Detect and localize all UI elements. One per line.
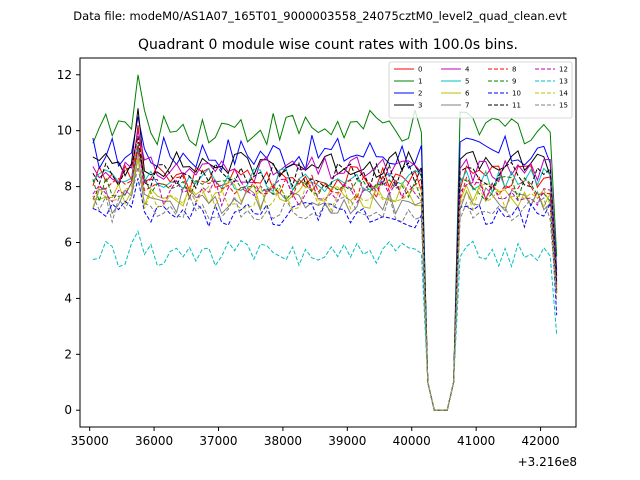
x-tick-label: 37000 <box>199 434 237 448</box>
legend-label-8: 8 <box>512 66 516 74</box>
series-line-8 <box>92 141 558 411</box>
y-tick-label: 8 <box>64 180 72 194</box>
legend-label-7: 7 <box>465 102 469 110</box>
legend-label-9: 9 <box>512 78 516 86</box>
series-layer <box>92 74 558 411</box>
series-line-10 <box>92 178 558 411</box>
series-line-1 <box>92 74 558 411</box>
x-tick-label: 38000 <box>264 434 302 448</box>
legend-box <box>388 61 573 119</box>
legend-label-0: 0 <box>418 66 422 74</box>
plot-area <box>79 57 577 428</box>
legend-label-5: 5 <box>465 78 469 86</box>
legend-label-12: 12 <box>559 66 568 74</box>
x-tick-label: 40000 <box>393 434 431 448</box>
legend-label-1: 1 <box>418 78 422 86</box>
series-line-14 <box>92 158 558 411</box>
legend-label-6: 6 <box>465 90 470 98</box>
series-line-12 <box>92 150 558 411</box>
series-line-13 <box>92 229 558 411</box>
x-offset-label: +3.216e8 <box>518 455 577 469</box>
x-tick-label: 36000 <box>135 434 173 448</box>
series-line-9 <box>92 147 558 411</box>
y-tick-label: 10 <box>57 124 72 138</box>
x-tick-label: 35000 <box>71 434 109 448</box>
legend-label-14: 14 <box>559 90 568 98</box>
y-tick-label: 0 <box>64 403 72 417</box>
series-line-11 <box>92 136 558 411</box>
y-tick-label: 2 <box>64 347 72 361</box>
chart-title: Quadrant 0 module wise count rates with … <box>138 37 518 53</box>
figure-suptitle: Data file: modeM0/AS1A07_165T01_90000035… <box>73 9 567 23</box>
series-line-7 <box>92 158 558 411</box>
y-tick-label: 6 <box>64 236 72 250</box>
legend-label-10: 10 <box>512 90 521 98</box>
legend-label-11: 11 <box>512 102 521 110</box>
x-tick-label: 41000 <box>457 434 495 448</box>
y-tick-label: 4 <box>64 291 72 305</box>
x-tick-label: 39000 <box>328 434 366 448</box>
legend-label-2: 2 <box>418 90 422 98</box>
legend-label-4: 4 <box>465 66 470 74</box>
x-axis: 35000 36000 37000 38000 39000 40000 41000 42000 <box>71 427 560 448</box>
series-line-2 <box>92 116 558 411</box>
y-axis: 0 2 4 6 8 10 12 <box>57 68 80 417</box>
legend-label-3: 3 <box>418 102 422 110</box>
x-tick-label: 42000 <box>521 434 559 448</box>
legend-label-13: 13 <box>559 78 568 86</box>
y-tick-label: 12 <box>57 68 72 82</box>
series-line-4 <box>92 130 558 411</box>
legend-label-15: 15 <box>559 102 568 110</box>
